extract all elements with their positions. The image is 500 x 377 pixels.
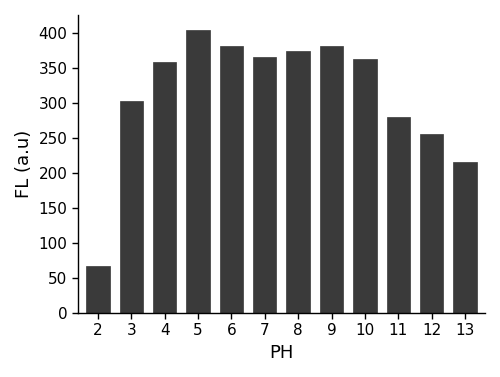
Bar	[86, 266, 110, 313]
Bar	[220, 46, 243, 313]
Bar	[120, 101, 143, 313]
Bar	[186, 31, 210, 313]
Bar	[454, 162, 476, 313]
Bar	[153, 62, 176, 313]
Bar	[353, 59, 376, 313]
Bar	[386, 116, 410, 313]
Bar	[420, 134, 444, 313]
X-axis label: PH: PH	[270, 344, 293, 362]
Y-axis label: FL (a.u): FL (a.u)	[15, 130, 33, 198]
Bar	[253, 57, 276, 313]
Bar	[286, 52, 310, 313]
Bar	[320, 46, 343, 313]
